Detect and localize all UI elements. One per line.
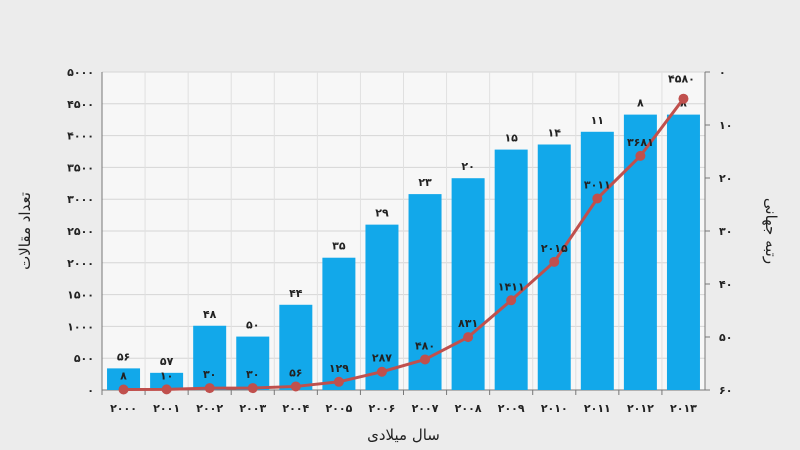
line-value-label: ۸۳۱ <box>458 317 478 330</box>
y-tick-label: ۳۵۰۰ <box>67 161 94 174</box>
bar-rank-label: ۴۸ <box>203 308 217 321</box>
line-value-label: ۳۶۸۱ <box>627 136 654 149</box>
y-axis-title: تعداد مقالات <box>16 192 34 270</box>
bar-rank-label: ۲۹ <box>375 207 389 220</box>
y-tick-label: ۱۰۰۰ <box>67 320 94 333</box>
bar <box>279 304 313 390</box>
line-value-label: ۱۴۱۱ <box>498 280 525 293</box>
y-tick-label: ۴۵۰۰ <box>67 98 94 111</box>
line-point <box>204 383 215 394</box>
bar <box>107 368 141 390</box>
x-tick-label: ۲۰۱۰ <box>541 402 568 415</box>
x-axis-title: سال میلادی <box>367 426 440 444</box>
y-tick-label: ۵۰۰ <box>74 352 94 365</box>
y2-tick-label: ۶۰ <box>719 384 732 397</box>
line-point <box>506 295 517 306</box>
y-tick-label: ۳۰۰۰ <box>67 193 94 206</box>
line-point <box>376 366 387 377</box>
bar-rank-label: ۸ <box>637 97 644 110</box>
bar-rank-label: ۳۵ <box>332 240 346 253</box>
bar-rank-label: ۱۴ <box>548 127 562 140</box>
x-tick-label: ۲۰۰۵ <box>325 402 352 415</box>
line-point <box>420 354 431 365</box>
line-value-label: ۳۰ <box>246 368 259 381</box>
line-point <box>635 150 646 161</box>
bar <box>365 224 399 390</box>
y2-tick-label: ۲۰ <box>719 172 732 185</box>
x-tick-label: ۲۰۰۷ <box>412 402 439 415</box>
x-tick-label: ۲۰۰۳ <box>239 402 266 415</box>
y-tick-label: ۲۰۰۰ <box>67 257 94 270</box>
line-point <box>247 383 258 394</box>
line-value-label: ۸ <box>120 369 127 382</box>
line-value-label: ۴۸۰ <box>415 339 435 352</box>
bar <box>494 149 528 390</box>
y2-tick-label: ۴۰ <box>719 278 732 291</box>
bar <box>322 257 356 390</box>
line-value-label: ۲۸۷ <box>372 352 392 365</box>
bar-rank-label: ۲۰ <box>461 160 474 173</box>
line-value-label: ۵۶ <box>289 366 302 379</box>
bar <box>451 178 485 390</box>
line-value-label: ۴۵۸۰ <box>668 73 695 86</box>
y-tick-label: ۲۵۰۰ <box>67 225 94 238</box>
bar <box>666 114 700 390</box>
y2-tick-label: ۱۰ <box>719 119 732 132</box>
x-tick-label: ۲۰۱۱ <box>584 402 611 415</box>
x-tick-label: ۲۰۰۲ <box>196 402 223 415</box>
bar-rank-label: ۵۷ <box>160 355 174 368</box>
bar-rank-label: ۴۴ <box>289 287 303 300</box>
x-tick-label: ۲۰۰۰ <box>110 402 137 415</box>
y-tick-label: ۵۰۰۰ <box>67 66 94 79</box>
x-tick-label: ۲۰۰۶ <box>369 402 396 415</box>
line-point <box>549 256 560 267</box>
line-point <box>678 93 689 104</box>
y-tick-label: ۰ <box>87 384 94 397</box>
y-tick-label: ۴۰۰۰ <box>67 130 94 143</box>
bar <box>193 325 227 390</box>
y2-tick-label: ۵۰ <box>719 331 732 344</box>
bar <box>236 336 270 390</box>
line-value-label: ۳۰۱۱ <box>584 179 611 192</box>
bar <box>580 131 614 390</box>
x-tick-label: ۲۰۰۸ <box>455 402 482 415</box>
y-tick-label: ۱۵۰۰ <box>67 289 94 302</box>
line-value-label: ۳۰ <box>203 368 216 381</box>
bar-rank-label: ۲۳ <box>418 176 432 189</box>
x-tick-label: ۲۰۰۱ <box>153 402 180 415</box>
x-tick-label: ۲۰۰۴ <box>282 402 309 415</box>
line-series <box>123 97 685 391</box>
bar-rank-label: ۵۶ <box>117 350 130 363</box>
y2-tick-label: ۳۰ <box>719 225 732 238</box>
line-point <box>463 332 474 343</box>
bar-rank-label: ۵۰ <box>246 319 259 332</box>
line-point <box>333 376 344 387</box>
line-point <box>290 381 301 392</box>
x-tick-label: ۲۰۱۳ <box>670 402 697 415</box>
x-tick-label: ۲۰۰۹ <box>498 402 525 415</box>
x-tick-label: ۲۰۱۲ <box>627 402 654 415</box>
bar-rank-label: ۱۵ <box>504 132 518 145</box>
line-value-label: ۱۰ <box>160 369 173 382</box>
line-point <box>592 193 603 204</box>
y2-tick-label: ۰ <box>719 66 726 79</box>
y2-axis-title: رتبه جهانی <box>762 198 780 264</box>
line-value-label: ۱۲۹ <box>329 362 349 375</box>
line-value-label: ۲۰۱۵ <box>541 242 568 255</box>
bar-rank-label: ۱۱ <box>591 114 604 127</box>
line-point <box>118 384 129 395</box>
line-point <box>161 384 172 395</box>
bar <box>150 372 184 390</box>
bar <box>537 144 571 390</box>
